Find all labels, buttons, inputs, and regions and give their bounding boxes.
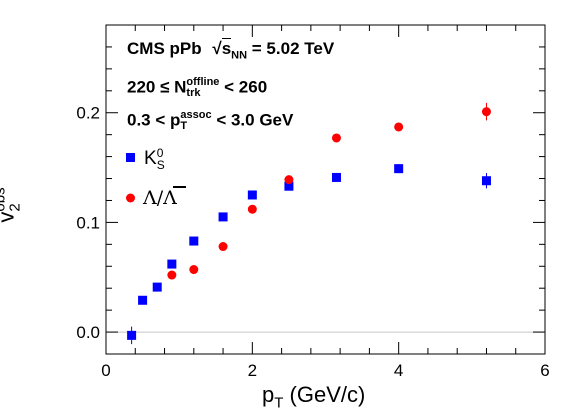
y-axis-label-main: v (0, 212, 18, 223)
k0s-point (394, 164, 404, 174)
annotation-sqrt-s-sub: NN (231, 49, 248, 62)
x-tick-label: 0 (101, 361, 110, 380)
k0s-point (218, 212, 228, 222)
lambda-point (218, 242, 228, 252)
annotation-assoc-pt: 0.3 < p assoc T < 3.0 GeV (127, 110, 293, 132)
annotation-assoc-prefix: 0.3 < p (127, 110, 181, 130)
annotation-sqrt-s: s (221, 38, 232, 58)
lambda-point (189, 265, 199, 275)
lambda-point (331, 133, 341, 143)
y-tick-label: 0.0 (76, 323, 100, 342)
lambda-point (284, 175, 294, 185)
x-axis-label-main: p (262, 382, 275, 407)
k0s-point (152, 282, 162, 292)
annotation-multiplicity-sup: offline (186, 76, 220, 88)
lambda-point (167, 270, 177, 280)
y-tick-label: 0.2 (76, 104, 100, 123)
lambda-point (481, 107, 491, 117)
legend-k0s-sup: 0 (156, 146, 164, 160)
x-tick-label: 6 (540, 361, 549, 380)
k0s-point (189, 236, 199, 246)
annotation-multiplicity-sub: trk (186, 87, 201, 99)
annotation-experiment: CMS pPb (127, 39, 202, 58)
lambda-point (247, 204, 257, 214)
annotation-assoc-suffix: < 3.0 GeV (216, 110, 294, 130)
annotation-collision-system: CMS pPb √sNN = 5.02 TeV (127, 38, 335, 62)
legend-k0s-marker (126, 153, 135, 162)
axis-ticks (105, 24, 546, 355)
x-tick-label: 2 (248, 361, 257, 380)
plot-frame (105, 24, 546, 355)
y-axis-label: vobs2 (0, 187, 24, 223)
annotation-assoc-sub: T (180, 120, 188, 132)
k0s-point (138, 295, 148, 305)
k0s-point (127, 330, 137, 340)
x-axis-label-unit: (GeV/c) (283, 382, 366, 407)
tick-labels: 0 2 4 6 0.0 0.1 0.2 (76, 104, 549, 380)
x-axis-label: pT (GeV/c) (262, 382, 366, 412)
legend-lambda-marker (126, 193, 135, 203)
annotation-assoc-sup: assoc (180, 109, 212, 121)
k0s-point (481, 176, 491, 186)
x-tick-label: 4 (394, 361, 403, 380)
k0s-point (284, 181, 294, 191)
k0s-point (247, 190, 257, 200)
x-axis-label-sub: T (274, 394, 284, 412)
sqrt-symbol: √ (212, 39, 222, 58)
legend-k0s-main: K (144, 148, 157, 170)
annotation-multiplicity-prefix: 220 ≤ N (127, 77, 187, 97)
legend-lambda-label: Λ/Λ (143, 187, 177, 209)
lambda-point (394, 122, 404, 132)
data-points (127, 102, 491, 345)
legend-k0s-sub: S (156, 158, 165, 172)
y-tick-label: 0.1 (76, 213, 100, 232)
lambda-bar (173, 186, 186, 188)
k0s-point (167, 259, 177, 269)
plot-border (105, 24, 546, 355)
legend-lambda: Λ/Λ (143, 189, 177, 208)
legend-markers (126, 153, 135, 203)
annotation-energy: = 5.02 TeV (251, 39, 335, 58)
k0s-point (331, 172, 341, 182)
annotation-multiplicity-suffix: < 260 (224, 77, 268, 97)
y-axis-label-sub: 2 (6, 203, 24, 212)
